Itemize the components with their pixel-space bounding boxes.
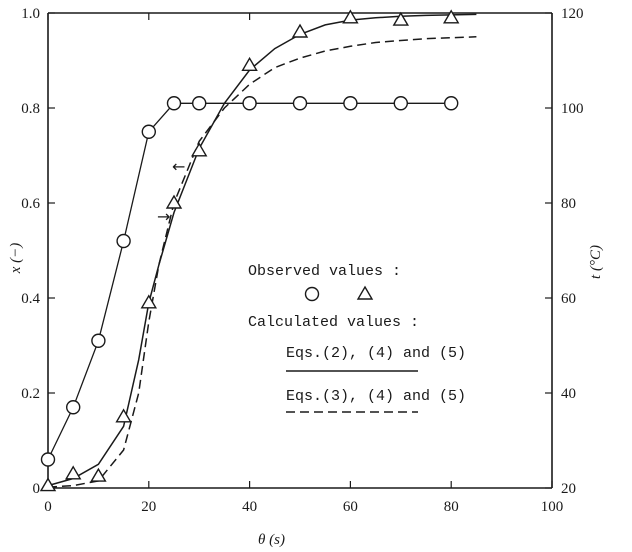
y-left-tick-label: 0.2 <box>21 386 40 402</box>
legend-triangle-marker <box>356 285 374 300</box>
triangle-marker <box>39 477 57 492</box>
circle-marker <box>166 96 182 111</box>
y-left-tick-label: 1.0 <box>21 6 40 22</box>
circle-marker <box>343 96 358 111</box>
y-left-tick-label: 0.6 <box>21 196 40 212</box>
x-axis-title: θ (s) <box>258 532 285 548</box>
legend-calculated-label: Calculated values : <box>248 314 419 331</box>
y-left-tick-label: 0.8 <box>21 101 40 117</box>
triangle-marker <box>291 23 309 38</box>
circle-marker <box>242 96 257 111</box>
circle-marker <box>40 452 56 467</box>
y-right-tick-label: 100 <box>561 101 584 117</box>
observed-x-line <box>47 102 452 460</box>
calc-dashed-curve <box>47 36 477 488</box>
y-right-tick-label: 60 <box>561 291 576 307</box>
circle-marker <box>141 124 157 139</box>
y-right-tick-label: 40 <box>561 386 576 402</box>
tick-labels: 0 20 40 60 80 100 0 0.2 0.4 0.6 0.8 1.0 20 40 60 80 100 1… <box>21 6 583 515</box>
circle-marker <box>444 96 459 111</box>
x-tick-label: 80 <box>444 499 459 515</box>
triangle-marker <box>90 467 107 482</box>
y-right-tick-label: 80 <box>561 196 576 212</box>
arrow-right-annotation: → <box>157 207 170 226</box>
calculated-lines <box>47 13 477 488</box>
y-right-axis-title: t (°C) <box>588 245 604 279</box>
y-left-tick-label: 0.4 <box>21 291 40 307</box>
x-tick-label: 0 <box>44 499 52 515</box>
legend-eq1-label: Eqs.(2), (4) and (5) <box>286 345 466 362</box>
triangle-marker <box>241 56 258 72</box>
x-tick-label: 40 <box>242 499 257 515</box>
circle-marker <box>116 233 131 249</box>
circle-marker <box>91 333 106 348</box>
triangle-marker <box>342 9 359 24</box>
arrow-left-annotation: ← <box>172 157 185 176</box>
legend-eq2-label: Eqs.(3), (4) and (5) <box>286 388 466 405</box>
circle-marker <box>393 96 408 111</box>
triangle-marker <box>140 294 158 309</box>
x-tick-label: 100 <box>541 499 564 515</box>
circle-marker <box>65 400 81 415</box>
x-tick-label: 60 <box>343 499 358 515</box>
y-left-axis-title: x (−) <box>8 243 24 275</box>
calc-solid-curve <box>47 13 477 487</box>
legend-circle-marker <box>304 286 320 302</box>
triangle-marker <box>165 194 183 209</box>
legend: Observed values : Calculated values : Eq… <box>248 263 466 413</box>
y-left-tick-label: 0 <box>33 481 41 497</box>
triangle-marker <box>442 9 460 24</box>
x-tick-label: 20 <box>141 499 156 515</box>
legend-observed-label: Observed values : <box>248 263 401 280</box>
y-right-tick-label: 20 <box>561 481 576 497</box>
triangle-marker <box>64 465 82 480</box>
y-right-tick-label: 120 <box>561 6 584 22</box>
markers <box>39 9 460 492</box>
circle-marker <box>191 96 207 111</box>
triangle-marker <box>115 408 132 423</box>
triangle-marker <box>190 142 208 157</box>
axes-frame <box>47 12 553 489</box>
triangle-marker <box>392 11 410 26</box>
circle-marker <box>292 96 308 111</box>
series-lines <box>47 102 452 460</box>
